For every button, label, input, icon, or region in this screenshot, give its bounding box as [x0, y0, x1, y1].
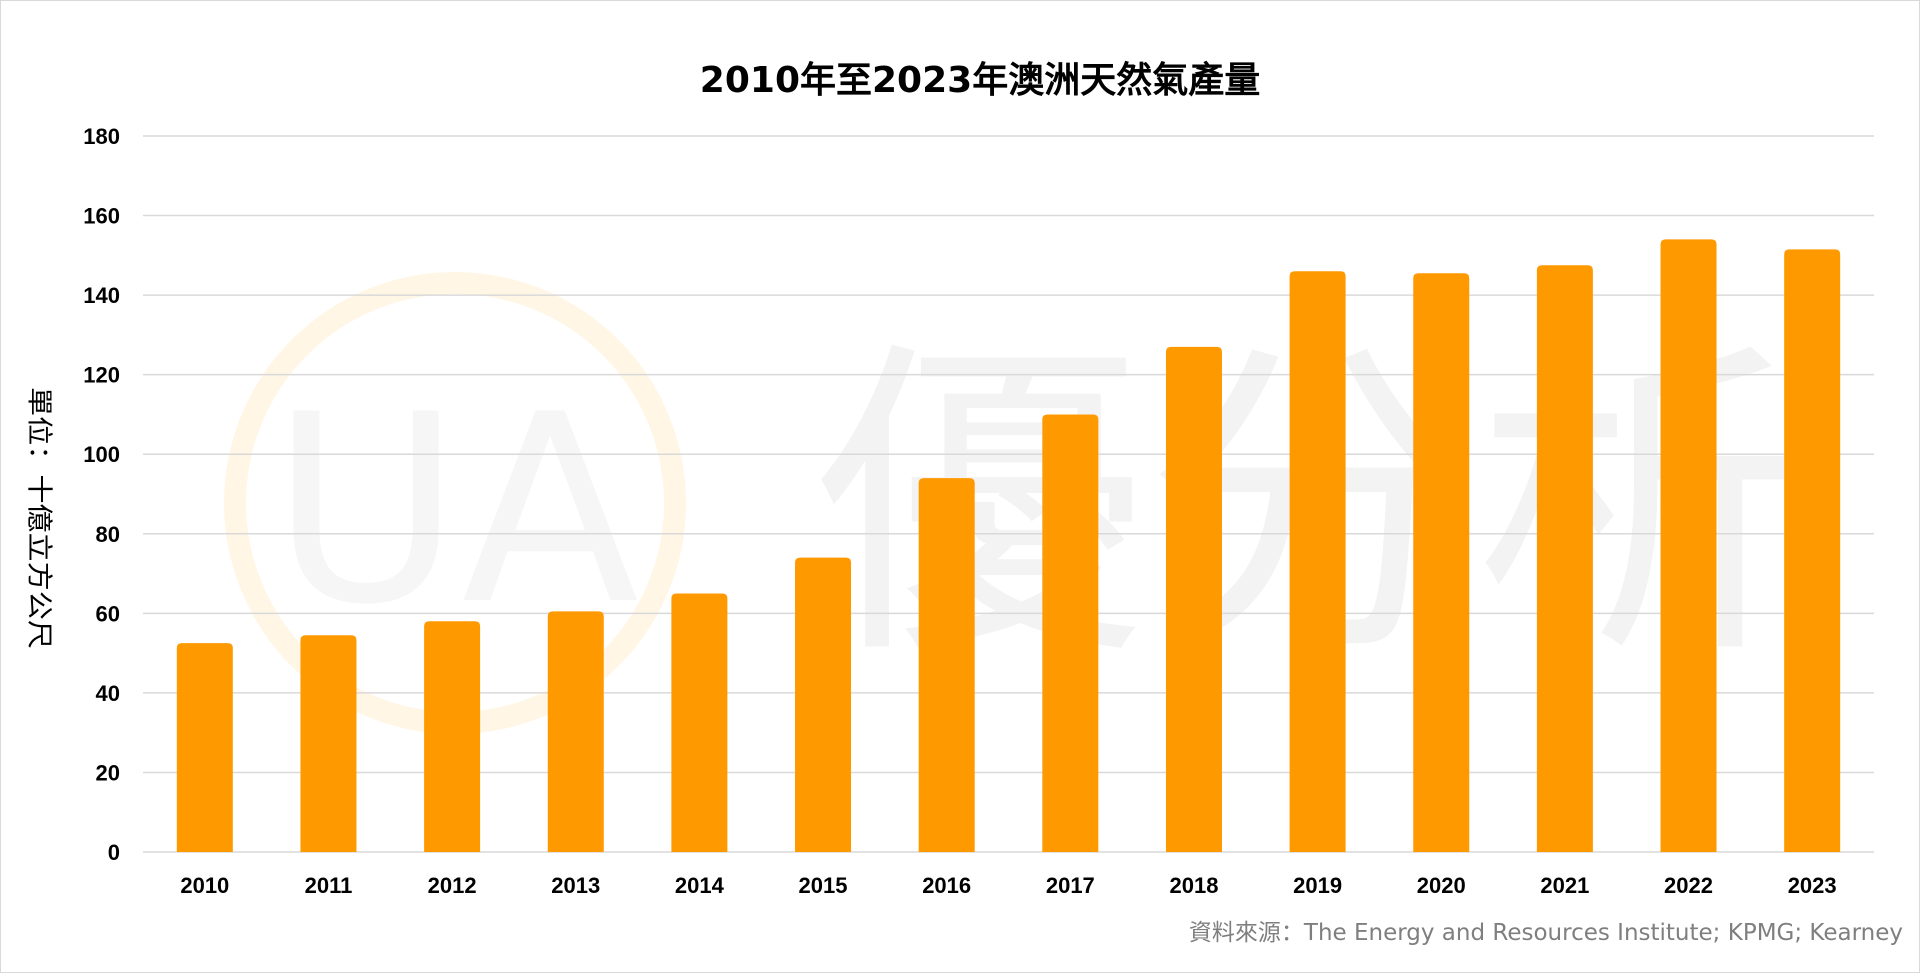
bar-2019	[1289, 271, 1346, 852]
y-tick-label: 160	[83, 204, 120, 229]
x-tick-label: 2016	[922, 873, 971, 898]
bar-2020	[1413, 273, 1470, 852]
x-axis-ticks: 2010 2011 2012 2013 2014 2015 2016 2017 2018 2019…	[180, 873, 1836, 898]
bar-2017	[1042, 414, 1099, 852]
x-tick-label: 2022	[1664, 873, 1713, 898]
x-tick-label: 2023	[1788, 873, 1837, 898]
x-tick-label: 2018	[1169, 873, 1218, 898]
y-tick-label: 80	[96, 522, 120, 547]
y-tick-label: 120	[83, 363, 120, 388]
y-tick-label: 40	[96, 681, 120, 706]
x-tick-label: 2015	[799, 873, 848, 898]
bar-2011	[300, 635, 357, 852]
bar-2021	[1536, 265, 1593, 852]
x-tick-label: 2020	[1417, 873, 1466, 898]
bar-2014	[671, 593, 728, 852]
y-tick-label: 20	[96, 760, 120, 785]
source-note: 資料來源：The Energy and Resources Institute;…	[1189, 920, 1903, 946]
x-tick-label: 2011	[305, 873, 353, 898]
y-tick-label: 100	[83, 442, 120, 467]
x-tick-label: 2014	[675, 873, 725, 898]
bar-2018	[1165, 346, 1222, 852]
bar-2013	[547, 611, 604, 852]
bar-2012	[424, 621, 481, 852]
y-axis-label: 單位：十億立方公尺	[24, 387, 54, 649]
bar-2022	[1660, 239, 1717, 852]
y-axis-ticks: 0 20 40 60 80 100 120 140 160 180	[83, 124, 120, 865]
bar-2023	[1784, 249, 1841, 852]
y-tick-label: 60	[96, 601, 120, 626]
bar-2016	[918, 478, 975, 852]
bar-2015	[795, 557, 852, 852]
x-tick-label: 2010	[180, 873, 229, 898]
x-tick-label: 2013	[551, 873, 600, 898]
chart-title: 2010年至2023年澳洲天然氣產量	[700, 59, 1260, 101]
x-tick-label: 2012	[428, 873, 477, 898]
y-tick-label: 180	[83, 124, 120, 149]
y-tick-label: 0	[108, 840, 120, 865]
x-tick-label: 2019	[1293, 873, 1342, 898]
y-tick-label: 140	[83, 283, 120, 308]
x-tick-label: 2017	[1046, 873, 1095, 898]
bars	[176, 239, 1841, 852]
x-tick-label: 2021	[1540, 873, 1589, 898]
bar-2010	[176, 643, 233, 852]
